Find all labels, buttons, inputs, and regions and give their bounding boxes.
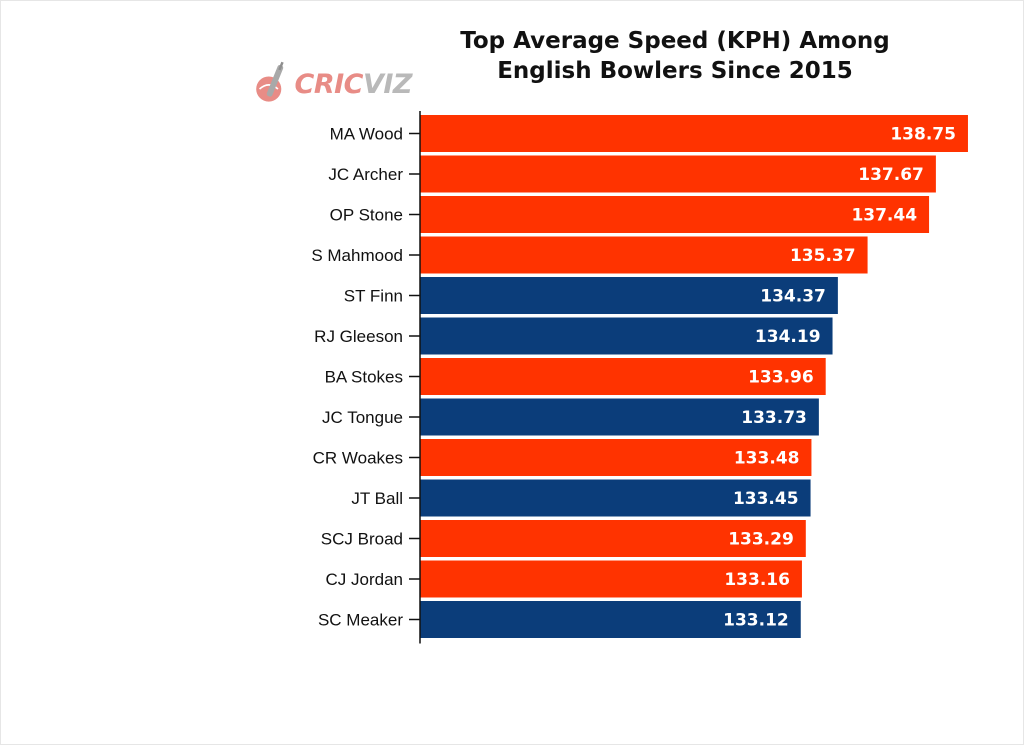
value-label: 138.75 [890, 125, 956, 145]
category-label: BA Stokes [325, 368, 403, 387]
category-label: SCJ Broad [321, 530, 403, 549]
bar [420, 439, 812, 476]
value-label: 133.96 [748, 368, 814, 388]
category-label: SC Meaker [318, 611, 403, 630]
bar [420, 115, 968, 152]
category-label: JT Ball [351, 489, 403, 508]
value-label: 133.73 [741, 408, 807, 428]
chart-title-line-2: English Bowlers Since 2015 [497, 58, 853, 84]
cricviz-logo: CRICVIZ [252, 56, 413, 112]
value-label: 135.37 [790, 246, 856, 266]
value-label: 137.67 [858, 165, 924, 185]
category-label: CR Woakes [313, 449, 403, 468]
value-label: 134.37 [760, 287, 826, 307]
bar [420, 317, 833, 355]
category-label: JC Tongue [322, 408, 403, 427]
chart-title-line-1: Top Average Speed (KPH) Among [460, 28, 890, 54]
bar [420, 520, 806, 557]
category-label: ST Finn [344, 287, 403, 306]
value-label: 133.12 [723, 611, 789, 631]
bar [420, 277, 838, 314]
bar [420, 398, 819, 436]
logo-text-viz: VIZ [362, 68, 413, 100]
bar [420, 601, 801, 638]
cricket-bat-ball-icon [256, 61, 284, 102]
bar [420, 560, 802, 598]
bar [420, 196, 930, 233]
value-label: 133.45 [733, 489, 799, 509]
value-label: 137.44 [851, 206, 917, 226]
bar [420, 358, 826, 395]
category-label: JC Archer [328, 165, 403, 184]
category-label: OP Stone [330, 206, 403, 225]
category-label: CJ Jordan [326, 570, 403, 589]
value-label: 134.19 [755, 327, 821, 347]
chart-title: Top Average Speed (KPH) Among English Bo… [400, 26, 950, 86]
bar [420, 236, 868, 274]
value-label: 133.16 [724, 570, 790, 590]
bar [420, 155, 936, 193]
value-label: 133.29 [728, 530, 794, 550]
logo-text-cric: CRIC [294, 68, 364, 100]
bar [420, 479, 811, 517]
category-label: RJ Gleeson [314, 327, 403, 346]
category-label: S Mahmood [311, 246, 403, 265]
value-label: 133.48 [734, 449, 800, 469]
category-label: MA Wood [330, 125, 403, 144]
logo-wordmark: CRICVIZ [295, 69, 413, 100]
